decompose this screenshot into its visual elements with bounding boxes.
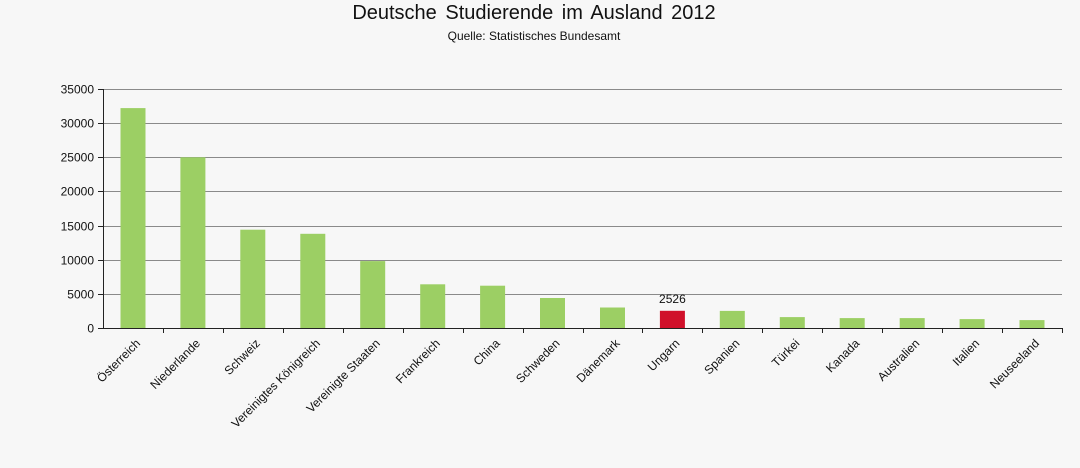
bar: [839, 318, 865, 328]
bar: [480, 285, 506, 328]
y-tick-label: 35000: [61, 83, 95, 97]
category-label: China: [471, 336, 503, 368]
bar: [240, 229, 266, 328]
y-tick-label: 20000: [61, 185, 95, 199]
bar-highlight: [659, 310, 685, 328]
chart-subtitle: Quelle: Statistisches Bundesamt: [447, 29, 621, 43]
bar: [899, 318, 925, 328]
category-label: Frankreich: [393, 336, 443, 386]
y-tick-label: 5000: [67, 288, 94, 302]
bar: [1019, 320, 1045, 328]
y-tick-label: 15000: [61, 220, 95, 234]
bar: [959, 319, 985, 328]
category-label: Niederlande: [147, 336, 203, 392]
bar: [180, 157, 206, 328]
data-label: 2526: [659, 292, 686, 306]
bar: [120, 108, 146, 328]
y-tick-label: 25000: [61, 151, 95, 165]
category-label: Türkei: [769, 336, 802, 369]
category-label: Spanien: [701, 336, 742, 377]
category-label: Italien: [950, 336, 983, 369]
category-label: Schweden: [513, 336, 563, 386]
y-tick-label: 30000: [61, 117, 95, 131]
bar: [779, 317, 805, 328]
bar: [719, 310, 745, 328]
category-label: Neuseeland: [987, 336, 1042, 391]
bar: [540, 298, 565, 328]
y-tick-label: 0: [87, 322, 94, 336]
bar: [300, 233, 326, 328]
bar: [360, 261, 386, 328]
bar: [420, 284, 446, 328]
category-label: Dänemark: [574, 336, 624, 386]
category-label: Schweiz: [221, 336, 262, 377]
y-tick-label: 10000: [61, 254, 95, 268]
category-label: Österreich: [94, 336, 143, 385]
chart-title: Deutsche Studierende im Ausland 2012: [352, 2, 716, 24]
bar: [600, 307, 625, 328]
category-label: Kanada: [823, 336, 862, 375]
category-label: Ungarn: [645, 336, 683, 374]
category-label: Australien: [875, 336, 923, 384]
